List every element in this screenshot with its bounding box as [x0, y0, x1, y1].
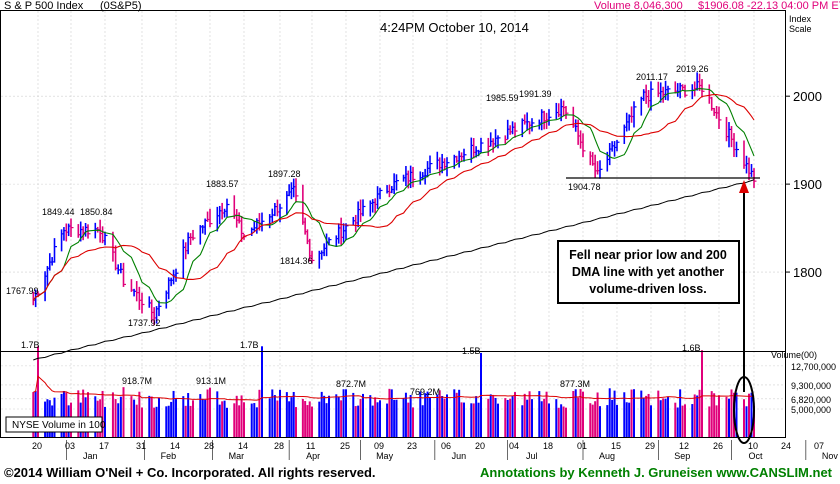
x-tick-label: 11 [306, 441, 315, 451]
x-month-label: May [376, 451, 394, 461]
price-annotation: 1904.78 [568, 182, 601, 192]
x-tick-label: 09 [374, 441, 384, 451]
price-annotation: 1985.59 [486, 93, 519, 103]
annotation-arrowhead [739, 180, 749, 193]
x-tick-label: 17 [99, 441, 109, 451]
price-tick-label: 1800 [793, 265, 822, 280]
moving-average-200-red-line [32, 93, 755, 301]
x-tick-label: 23 [407, 441, 417, 451]
chart-labels: 20 03 17 31 14 28 14 28 11 25 09 23 06 20 04 18 01 15 29 12… [6, 64, 838, 461]
volume-tick-label: 9,300,000 [791, 381, 831, 391]
volume-bars [32, 346, 755, 437]
x-tick-label: 06 [441, 441, 451, 451]
volume-average-line [33, 375, 754, 401]
copyright-text: ©2014 William O'Neil + Co. Incorporated.… [4, 465, 376, 480]
x-month-label: Aug [599, 451, 615, 461]
plot-frame [0, 10, 786, 438]
price-annotation: 1849.44 [42, 207, 75, 217]
x-tick-label: 10 [748, 441, 758, 451]
x-month-label: Sep [674, 451, 690, 461]
volume-annotation: 877.3M [560, 379, 590, 389]
price-annotation: 1814.36 [280, 256, 313, 266]
index-name: S & P 500 Index [4, 0, 84, 12]
scale-label-index: Index [789, 14, 812, 24]
volume-moving-average [33, 375, 754, 401]
x-tick-label: 24 [781, 441, 791, 451]
scale-label-scale: Scale [789, 24, 812, 34]
price-annotation: 1737.92 [128, 318, 161, 328]
price-annotation: 1883.57 [206, 179, 239, 189]
volume-readout: Volume 8,046,300 [594, 0, 683, 12]
x-month-label: Feb [161, 451, 177, 461]
price-bars [32, 72, 757, 326]
volume-annotation: 913.1M [196, 376, 226, 386]
x-month-label: Nov [822, 451, 839, 461]
x-tick-label: 03 [65, 441, 75, 451]
x-month-label: Mar [229, 451, 245, 461]
volume-annotation: 1.7B [240, 340, 259, 350]
x-tick-label: 20 [475, 441, 485, 451]
x-tick-label: 12 [679, 441, 689, 451]
volume-tick-label: 12,700,000 [791, 362, 836, 372]
volume-tick-label: 6,820,000 [791, 395, 831, 405]
chart-timestamp: 4:24PM October 10, 2014 [380, 20, 529, 35]
moving-average-200-line [33, 179, 755, 361]
x-tick-label: 14 [238, 441, 248, 451]
x-tick-label: 29 [645, 441, 655, 451]
moving-average-50-line [32, 88, 755, 304]
x-tick-label: 18 [543, 441, 553, 451]
x-tick-label: 01 [577, 441, 587, 451]
volume-axis-label: Volume(00) [771, 350, 817, 360]
volume-annotation: 769.2M [410, 387, 440, 397]
annotation-credit: Annotations by Kenneth J. Gruneisen www.… [480, 465, 832, 480]
price-tick-label: 1900 [793, 177, 822, 192]
footer: ©2014 William O'Neil + Co. Incorporated.… [0, 461, 840, 484]
x-tick-label: 31 [136, 441, 146, 451]
x-tick-label: 28 [204, 441, 214, 451]
price-readout: $1906.08 -22.13 04:00 PM ET [698, 0, 840, 12]
x-tick-label: 04 [509, 441, 519, 451]
price-annotation: 1850.84 [80, 207, 113, 217]
volume-legend-box [5, 416, 103, 433]
x-tick-label: 14 [170, 441, 180, 451]
x-month-label: Jul [526, 451, 538, 461]
x-tick-label: 07 [814, 441, 824, 451]
callout-line-1: Fell near prior low and 200 [569, 248, 727, 262]
annotation-callout-box [557, 240, 740, 304]
volume-annotation: 1.6B [682, 343, 701, 353]
price-annotation: 2011.17 [636, 72, 668, 82]
index-symbol: (0S&P5) [100, 0, 142, 12]
x-month-label: Apr [306, 451, 320, 461]
volume-annotation: 918.7M [122, 376, 152, 386]
volume-tick-label: 5,000,000 [791, 405, 831, 415]
x-month-label: Jun [452, 451, 467, 461]
x-tick-label: 15 [611, 441, 621, 451]
price-tick-label: 2000 [793, 89, 822, 104]
x-month-label: Jan [83, 451, 98, 461]
callout-line-3: volume-driven loss. [589, 282, 706, 296]
volume-annotation: 1.7B [21, 340, 40, 350]
chart-grid [1, 11, 807, 460]
price-annotation: 1897.28 [268, 169, 301, 179]
price-annotation: 1767.99 [6, 286, 39, 296]
moving-average-lines [32, 88, 755, 361]
callout-line-2: DMA line with yet another [572, 265, 724, 279]
volume-highlight-ellipse [733, 376, 755, 444]
volume-legend: NYSE Volume in 100 [12, 420, 106, 431]
x-month-label: Oct [748, 451, 763, 461]
price-annotation: 1991.39 [519, 89, 552, 99]
volume-annotation: 872.7M [336, 379, 366, 389]
x-tick-label: 26 [713, 441, 723, 451]
x-tick-label: 20 [32, 441, 42, 451]
x-tick-label: 25 [340, 441, 350, 451]
price-annotation: 2019.26 [676, 64, 709, 74]
x-tick-label: 28 [274, 441, 284, 451]
